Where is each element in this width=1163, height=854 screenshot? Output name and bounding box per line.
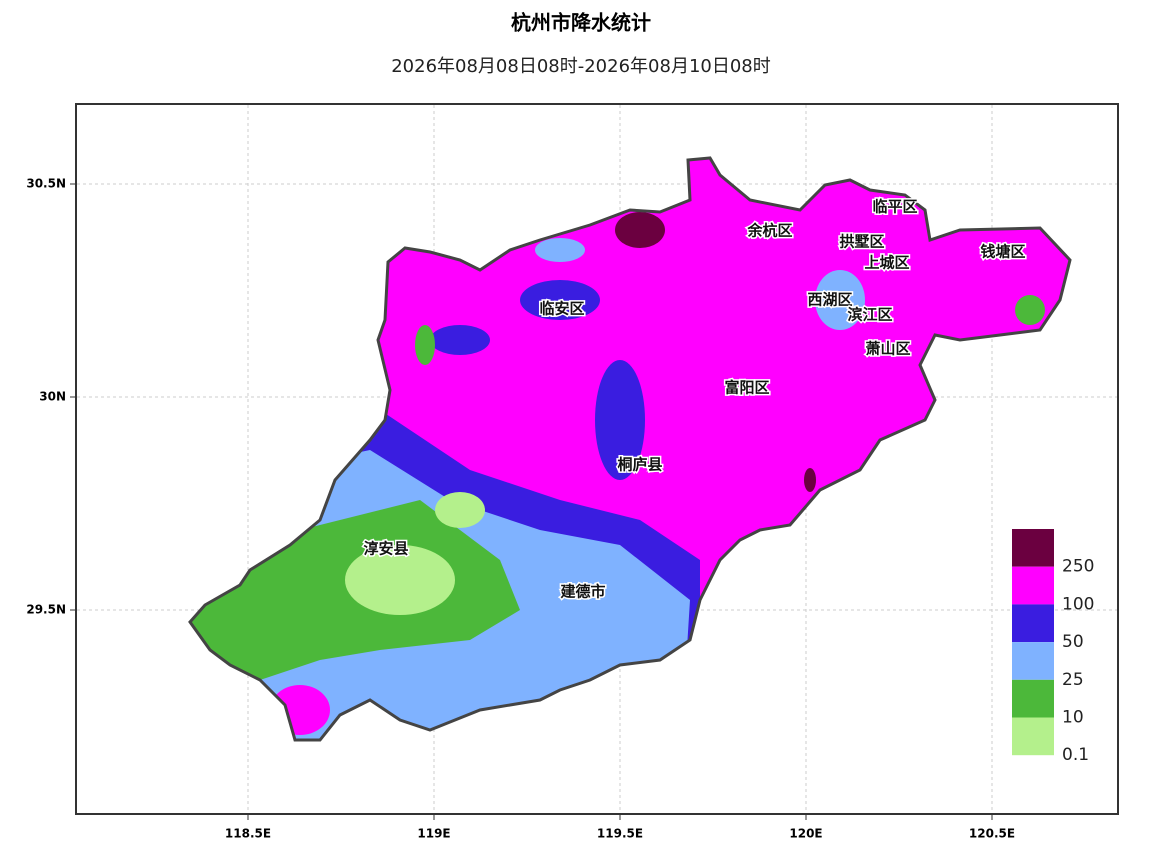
title: 杭州市降水统计 [511,11,651,35]
x-tick-label: 120E [789,827,822,841]
district-label: 桐庐县 [617,456,662,474]
district-label: 滨江区 [847,306,892,324]
subtitle: 2026年08月08日08时-2026年08月10日08时 [391,56,771,77]
legend-label: 10 [1062,708,1084,728]
legend-label: 250 [1062,557,1094,577]
legend-swatch [1012,717,1054,756]
district-label: 淳安县 [363,540,408,558]
district-label: 临平区 [872,198,917,216]
y-tick-label: 29.5N [26,603,66,617]
x-tick-label: 120.5E [969,827,1015,841]
legend-swatch [1012,529,1054,567]
district-label: 建德市 [560,583,605,601]
district-label: 上城区 [864,254,909,272]
district-label: 富阳区 [724,379,769,397]
legend-label: 100 [1062,594,1094,614]
legend-swatch [1012,566,1054,605]
y-tick-label: 30.5N [26,177,66,191]
legend-swatch [1012,604,1054,643]
y-tick-label: 30N [39,390,66,404]
district-label: 西湖区 [807,291,852,309]
district-labels: 临平区 余杭区 拱墅区 上城区 钱塘区 临安区 西湖区 滨江区 萧山区 富阳区 … [362,196,1027,602]
district-label: 拱墅区 [839,233,884,251]
district-label: 萧山区 [865,340,910,358]
legend-swatch [1012,642,1054,680]
legend: 250 100 50 25 10 0.1 [1012,529,1094,765]
x-tick-label: 119E [417,827,450,841]
legend-swatch [1012,679,1054,718]
x-tick-label: 118.5E [225,827,271,841]
x-tick-label: 119.5E [597,827,643,841]
legend-label: 50 [1062,632,1084,652]
district-label: 余杭区 [746,222,792,240]
legend-label: 0.1 [1062,745,1089,765]
district-label: 临安区 [539,300,584,318]
legend-label: 25 [1062,670,1084,690]
district-label: 钱塘区 [980,243,1025,261]
